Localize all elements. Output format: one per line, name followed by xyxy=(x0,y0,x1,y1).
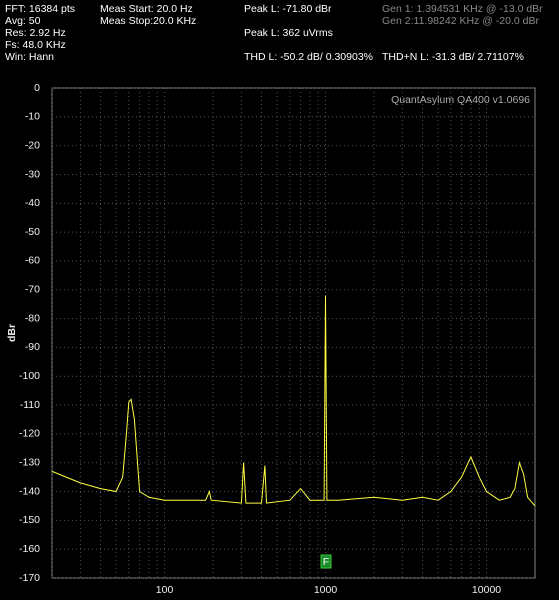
annotation: Res: 2.92 Hz xyxy=(5,27,66,39)
annotation: Avg: 50 xyxy=(5,15,41,27)
y-tick-label: -30 xyxy=(25,168,40,180)
y-tick-label: -90 xyxy=(25,341,40,353)
annotation: F xyxy=(323,556,329,568)
x-tick-label: 1000 xyxy=(314,584,338,596)
y-tick-label: -160 xyxy=(19,543,40,555)
y-tick-label: -130 xyxy=(19,456,40,468)
annotation: Peak L: -71.80 dBr xyxy=(244,3,332,15)
y-tick-label: -140 xyxy=(19,485,40,497)
y-tick-label: -150 xyxy=(19,514,40,526)
annotation: Peak L: 362 uVrms xyxy=(244,27,333,39)
y-tick-label: -80 xyxy=(25,312,40,324)
y-tick-label: -100 xyxy=(19,370,40,382)
annotation: Win: Hann xyxy=(5,51,54,63)
annotation: FFT: 16384 pts xyxy=(5,3,75,15)
y-tick-label: -170 xyxy=(19,572,40,584)
spectrum-line xyxy=(51,295,536,507)
y-tick-label: -20 xyxy=(25,139,40,151)
y-tick-label: 0 xyxy=(34,82,40,94)
y-tick-label: -70 xyxy=(25,284,40,296)
annotation: Meas Stop:20.0 KHz xyxy=(100,15,196,27)
x-tick-label: 100 xyxy=(156,584,174,596)
annotation: Meas Start: 20.0 Hz xyxy=(100,3,193,15)
annotation: THD+N L: -31.3 dB/ 2.71107% xyxy=(382,51,524,63)
y-tick-label: -10 xyxy=(25,111,40,123)
annotation: Fs: 48.0 KHz xyxy=(5,39,66,51)
y-tick-label: -60 xyxy=(25,255,40,267)
y-axis-label: dBr xyxy=(6,324,18,342)
annotation: QuantAsylum QA400 v1.0696 xyxy=(391,94,530,106)
annotation: Gen 2:11.98242 KHz @ -20.0 dBr xyxy=(382,15,539,27)
annotation: THD L: -50.2 dB/ 0.30903% xyxy=(244,51,373,63)
y-tick-label: -50 xyxy=(25,226,40,238)
y-tick-label: -40 xyxy=(25,197,40,209)
annotation: Gen 1: 1.394531 KHz @ -13.0 dBr xyxy=(382,3,543,15)
x-tick-label: 10000 xyxy=(472,584,501,596)
fundamental-marker xyxy=(320,554,332,569)
y-tick-label: -110 xyxy=(20,399,40,411)
y-tick-label: -120 xyxy=(19,428,40,440)
